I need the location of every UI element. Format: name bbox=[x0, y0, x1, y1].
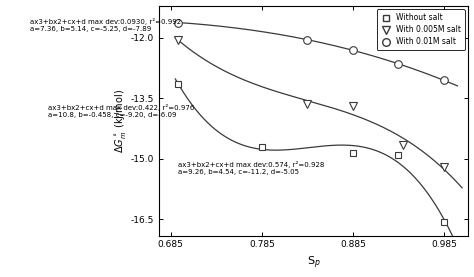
Text: ax3+bx2+cx+d max dev:0.0930, r²=0.992
a=7.36, b=5.14, c=-5.25, d=-7.89: ax3+bx2+cx+d max dev:0.0930, r²=0.992 a=… bbox=[30, 19, 181, 32]
Legend: Without salt, With 0.005M salt, With 0.01M salt: Without salt, With 0.005M salt, With 0.0… bbox=[377, 9, 465, 50]
Text: ax3+bx2+cx+d max dev:0.422, r²=0.976
a=10.8, b=-0.458, c=-9.20, d=-6.09: ax3+bx2+cx+d max dev:0.422, r²=0.976 a=1… bbox=[48, 104, 194, 119]
Text: ax3+bx2+cx+d max dev:0.574, r²=0.928
a=9.26, b=4.54, c=-11.2, d=-5.05: ax3+bx2+cx+d max dev:0.574, r²=0.928 a=9… bbox=[178, 161, 325, 175]
Y-axis label: $\Delta G^\circ_m$ (kJ/mol): $\Delta G^\circ_m$ (kJ/mol) bbox=[113, 89, 128, 153]
X-axis label: S$_p$: S$_p$ bbox=[307, 255, 320, 271]
